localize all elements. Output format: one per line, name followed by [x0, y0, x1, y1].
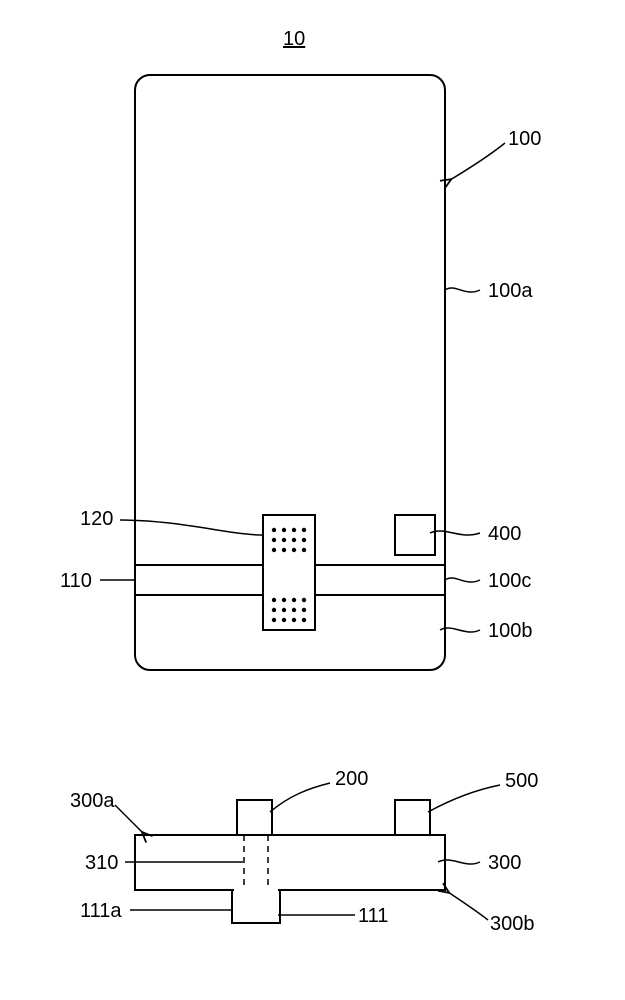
port-120: [263, 515, 315, 630]
leader-500: [428, 785, 500, 812]
label-100c: 100c: [488, 570, 531, 593]
label-120: 120: [80, 508, 113, 531]
label-500: 500: [505, 770, 538, 793]
leader-120: [120, 520, 262, 535]
block-500: [395, 800, 430, 835]
leader-100a: [445, 288, 480, 292]
leader-300a: [115, 805, 143, 833]
label-310: 310: [85, 852, 118, 875]
label-300b: 300b: [490, 913, 535, 936]
diagram-canvas: 10 100 100a 400 100c 100b 120 110 200 50…: [0, 0, 625, 1000]
leader-300b: [448, 892, 488, 920]
leader-100: [450, 143, 505, 180]
block-200: [237, 800, 272, 835]
label-100a: 100a: [488, 280, 533, 303]
label-100: 100: [508, 128, 541, 151]
block-111: [232, 890, 280, 923]
block-400: [395, 515, 435, 555]
leader-100c: [445, 578, 480, 582]
figure-title: 10: [283, 28, 305, 51]
label-100b: 100b: [488, 620, 533, 643]
label-111: 111: [358, 905, 388, 928]
label-200: 200: [335, 768, 368, 791]
leader-200: [270, 783, 330, 812]
label-300: 300: [488, 852, 521, 875]
label-110: 110: [60, 570, 92, 593]
leader-400: [430, 531, 480, 535]
label-400: 400: [488, 523, 521, 546]
label-111a: 111a: [80, 900, 122, 923]
label-300a: 300a: [70, 790, 115, 813]
